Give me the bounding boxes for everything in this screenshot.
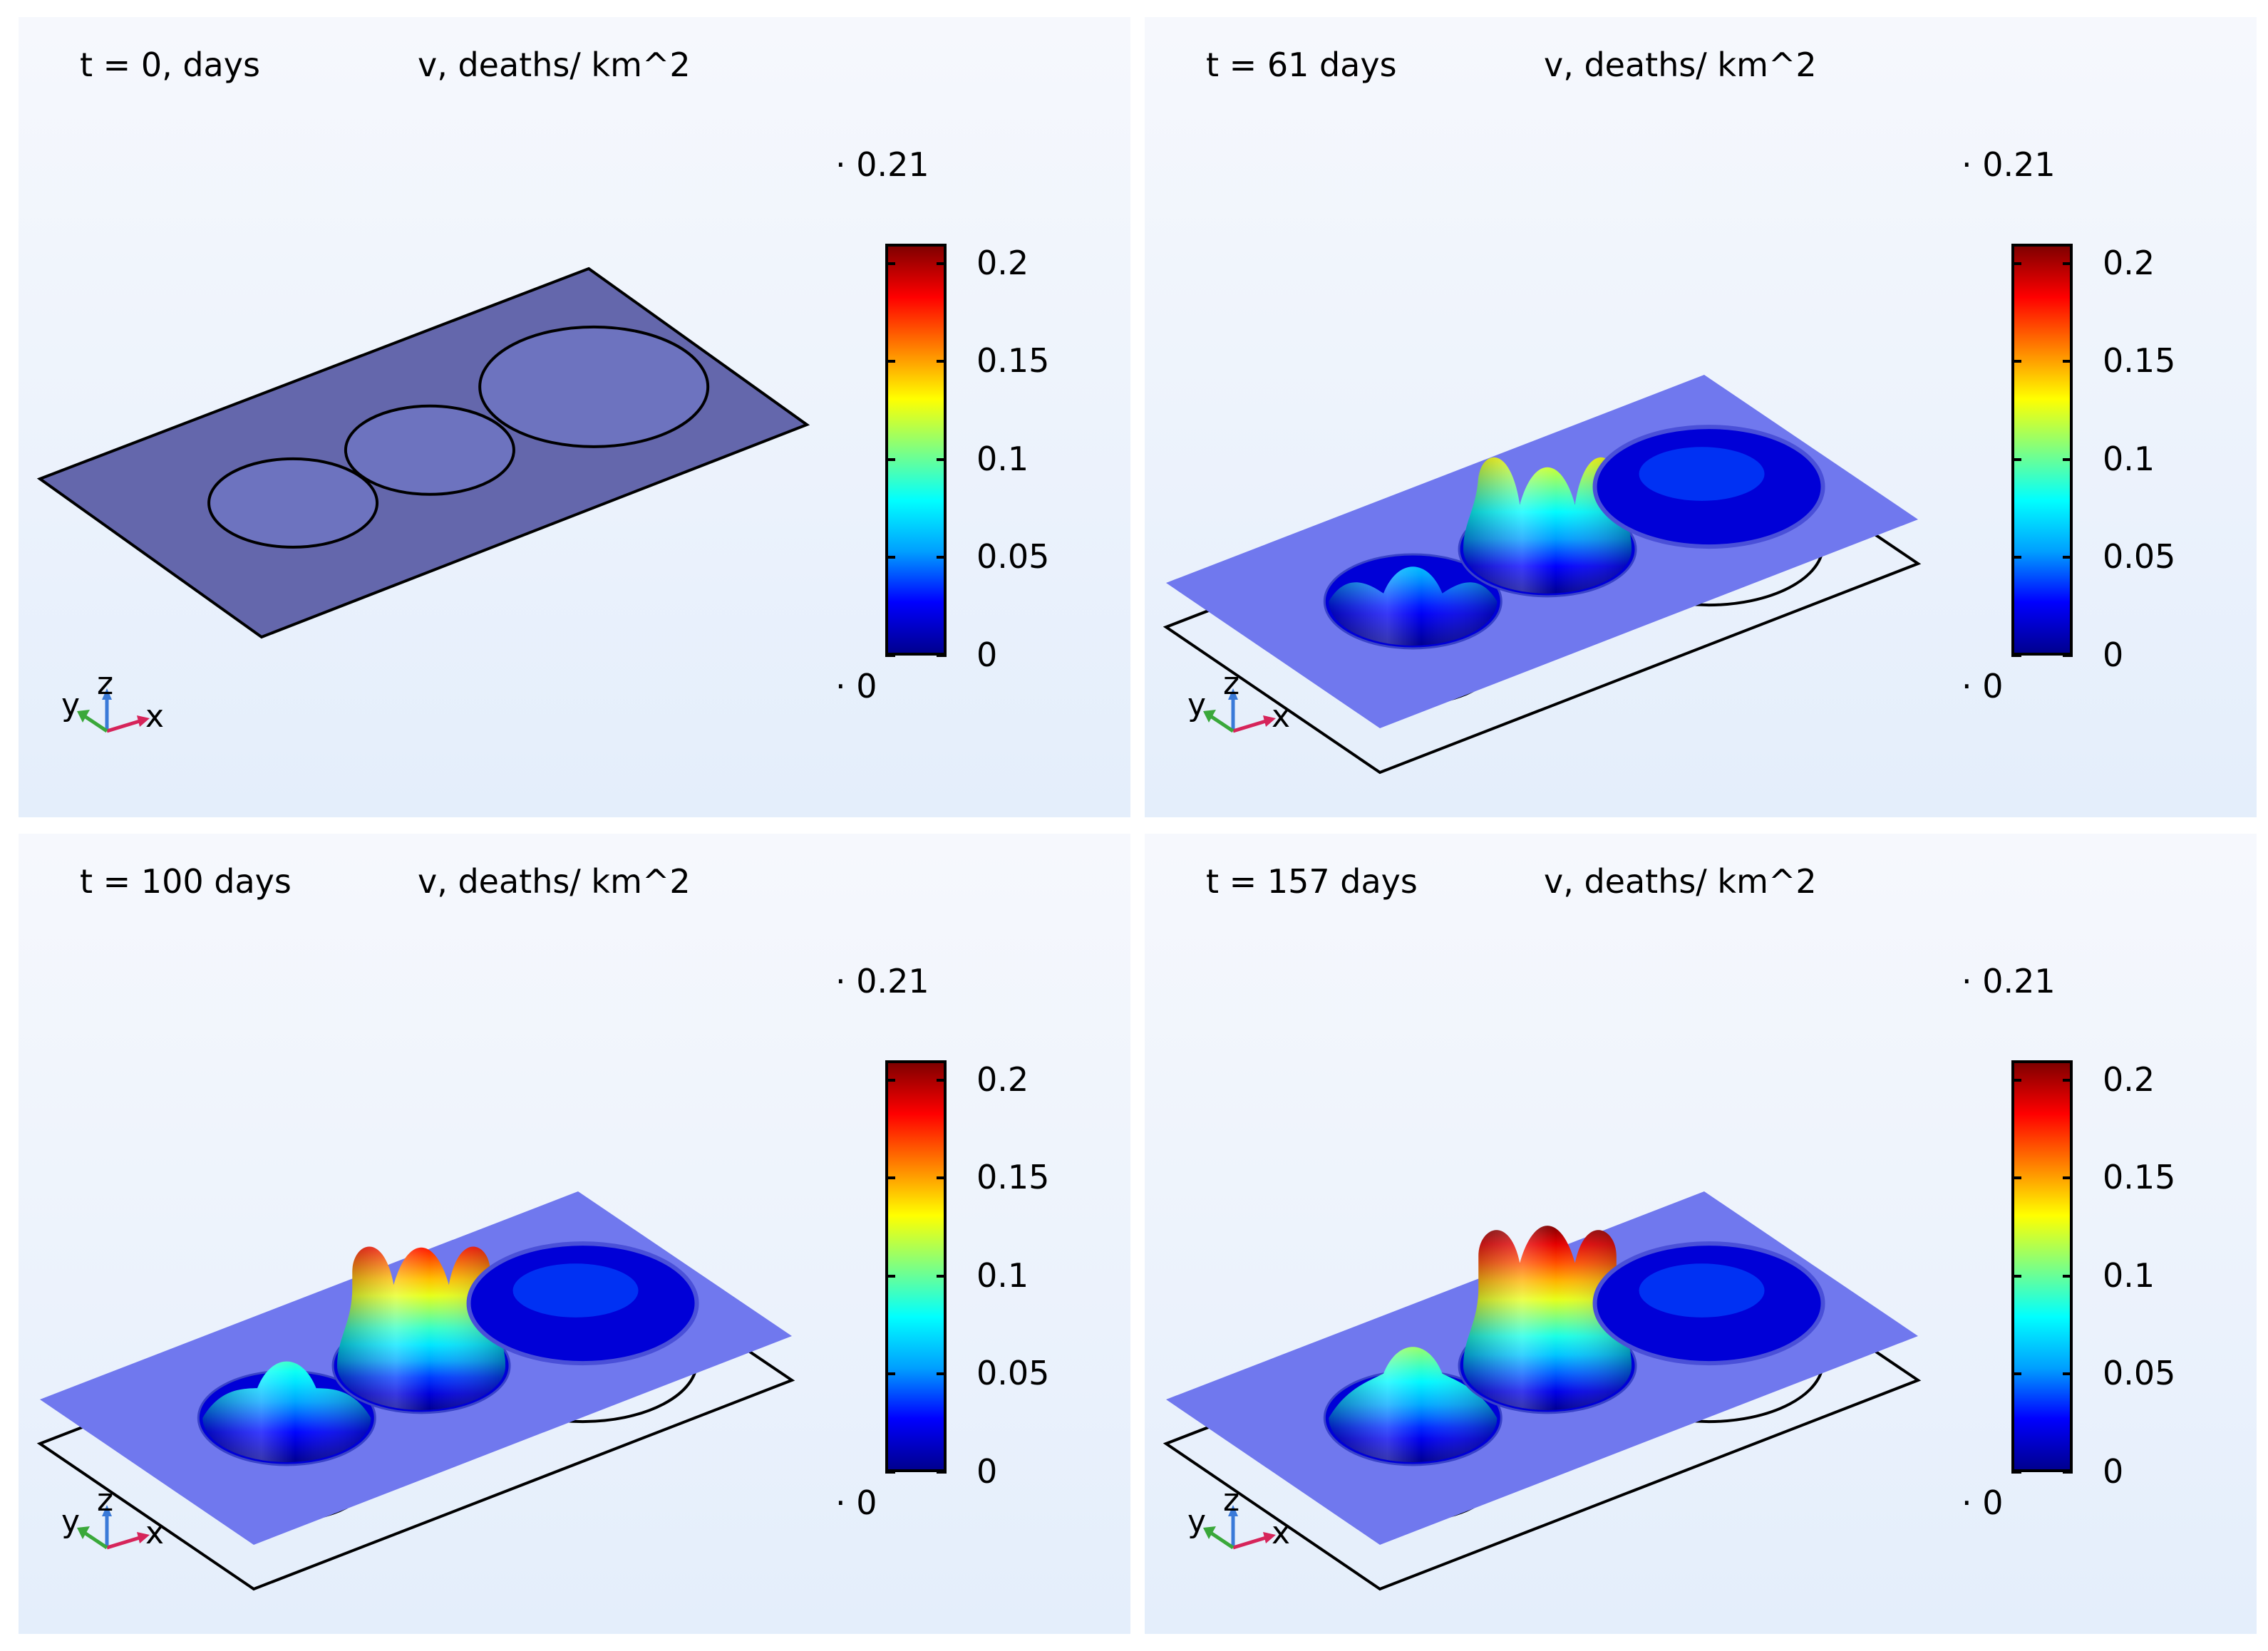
range-min-label: · 0 <box>1962 1484 2004 1522</box>
range-min-value: 0 <box>1982 667 2004 705</box>
axis-triad <box>1203 688 1276 733</box>
colorbar-tick-label: 0.05 <box>976 537 1050 576</box>
peak-medium <box>1458 1226 1637 1414</box>
axis-label-z: z <box>97 666 114 702</box>
time-label: t = 61 days <box>1206 46 1397 84</box>
time-label: t = 0, days <box>80 46 260 84</box>
colorbar <box>2011 1060 2073 1472</box>
axis-triad <box>77 688 150 733</box>
colorbar-tick-label: 0.2 <box>2103 244 2155 282</box>
range-min-label: · 0 <box>1962 667 2004 705</box>
colorbar-tick-label: 0.1 <box>2103 440 2155 478</box>
plot-svg <box>1145 834 2257 1634</box>
range-min-marker: · <box>1962 667 1983 705</box>
axis-label-z: z <box>1223 1482 1240 1518</box>
range-max-value: 0.21 <box>1982 145 2056 184</box>
range-min-value: 0 <box>856 1484 877 1522</box>
range-max-value: 0.21 <box>856 145 929 184</box>
time-label: t = 157 days <box>1206 862 1418 901</box>
axis-label-x: x <box>1272 698 1291 735</box>
axis-label-y: y <box>1187 687 1207 723</box>
plot-svg <box>19 17 1130 817</box>
colorbar-tick-label: 0.2 <box>2103 1060 2155 1099</box>
variable-label: v, deaths/ km^2 <box>1544 862 1817 901</box>
range-min-marker: · <box>1962 1484 1983 1522</box>
peak-small <box>1323 553 1502 650</box>
range-min-marker: · <box>835 1484 857 1522</box>
peak-large <box>1592 425 1825 549</box>
range-max-label: · 0.21 <box>835 145 929 184</box>
axis-label-x: x <box>145 698 165 735</box>
colorbar-tick-label: 0 <box>2103 636 2124 674</box>
range-min-marker: · <box>835 667 857 705</box>
peak-medium <box>344 404 515 496</box>
peak-medium <box>1458 457 1637 598</box>
axis-label-x: x <box>145 1515 165 1551</box>
colorbar-tick-label: 0.05 <box>976 1354 1050 1392</box>
peak-large <box>478 325 710 448</box>
time-label: t = 100 days <box>80 862 292 901</box>
colorbar-tick-label: 0.15 <box>2103 341 2176 380</box>
colorbar-tick-label: 0.1 <box>976 1256 1029 1295</box>
axis-triad <box>77 1505 150 1550</box>
colorbar-tick-label: 0 <box>976 1452 998 1491</box>
peak-small <box>1323 1347 1502 1466</box>
colorbar-tick-label: 0.1 <box>976 440 1029 478</box>
colorbar <box>885 244 947 656</box>
range-max-marker: · <box>835 962 857 1000</box>
colorbar-tick-label: 0.2 <box>976 1060 1029 1099</box>
axis-label-x: x <box>1272 1515 1291 1551</box>
colorbar-tick-label: 0.15 <box>976 1158 1050 1196</box>
range-max-marker: · <box>835 145 857 184</box>
colorbar-tick-label: 0.1 <box>2103 1256 2155 1295</box>
plot-panel-3: t = 100 days v, deaths/ km^2 · 0.21 · 0 0.2 0… <box>19 834 1130 1634</box>
colorbar-tick-label: 0.2 <box>976 244 1029 282</box>
range-min-label: · 0 <box>835 667 877 705</box>
axis-label-y: y <box>61 687 81 723</box>
colorbar-tick-label: 0.05 <box>2103 1354 2176 1392</box>
colorbar <box>2011 244 2073 656</box>
colorbar-tick-label: 0.15 <box>976 341 1050 380</box>
variable-label: v, deaths/ km^2 <box>418 862 691 901</box>
axis-label-y: y <box>1187 1504 1207 1540</box>
variable-label: v, deaths/ km^2 <box>418 46 691 84</box>
axis-label-z: z <box>1223 666 1240 702</box>
peak-medium <box>331 1246 511 1414</box>
variable-label: v, deaths/ km^2 <box>1544 46 1817 84</box>
range-min-value: 0 <box>1982 1484 2004 1522</box>
plot-svg <box>1145 17 2257 817</box>
axis-label-z: z <box>97 1482 114 1518</box>
range-min-label: · 0 <box>835 1484 877 1522</box>
colorbar <box>885 1060 947 1472</box>
colorbar-tick-label: 0.15 <box>2103 1158 2176 1196</box>
range-min-value: 0 <box>856 667 877 705</box>
plot-panel-4: t = 157 days v, deaths/ km^2 · 0.21 · 0 0.2 0… <box>1145 834 2257 1634</box>
range-max-label: · 0.21 <box>1962 962 2056 1000</box>
colorbar-tick-label: 0.05 <box>2103 537 2176 576</box>
range-max-label: · 0.21 <box>1962 145 2056 184</box>
colorbar-tick-label: 0 <box>2103 1452 2124 1491</box>
range-max-label: · 0.21 <box>835 962 929 1000</box>
peak-large <box>1592 1241 1825 1366</box>
peak-small <box>207 457 379 549</box>
range-max-marker: · <box>1962 962 1983 1000</box>
axis-triad <box>1203 1505 1276 1550</box>
axis-label-y: y <box>61 1504 81 1540</box>
range-max-value: 0.21 <box>1982 962 2056 1000</box>
colorbar-tick-label: 0 <box>976 636 998 674</box>
peak-large <box>466 1241 699 1366</box>
plot-panel-1: t = 0, days v, deaths/ km^2 · 0.21 · 0 0.2 0.… <box>19 17 1130 817</box>
range-max-marker: · <box>1962 145 1983 184</box>
plot-svg <box>19 834 1130 1634</box>
range-max-value: 0.21 <box>856 962 929 1000</box>
peak-small <box>197 1361 376 1466</box>
plot-panel-2: t = 61 days v, deaths/ km^2 · 0.21 · 0 0.2 0.… <box>1145 17 2257 817</box>
